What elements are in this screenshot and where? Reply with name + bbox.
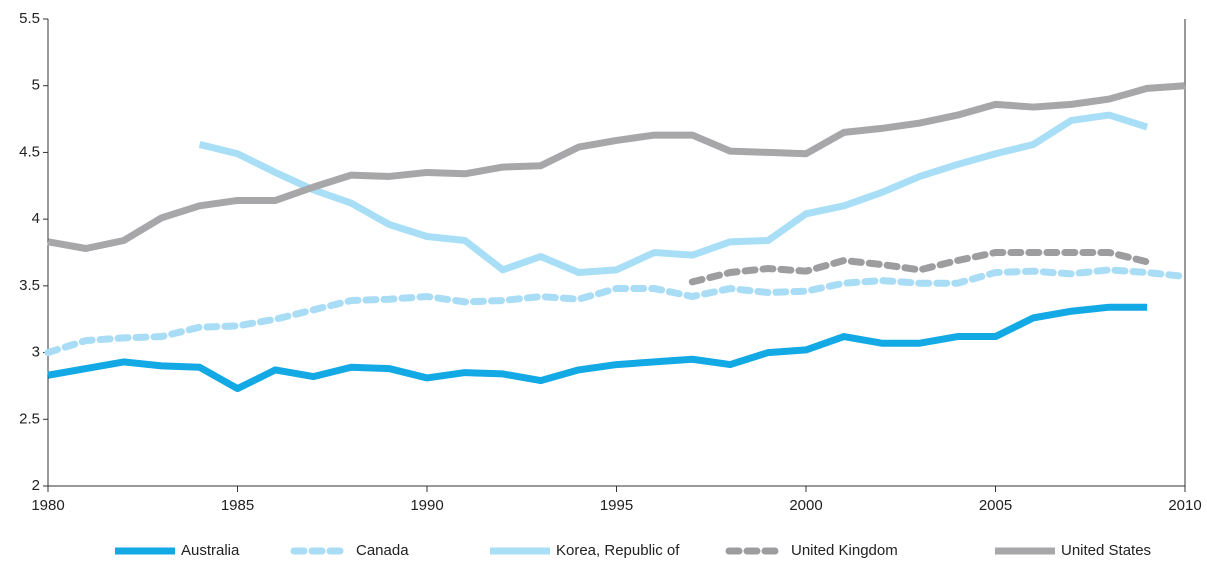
x-tick-label: 1980 (31, 497, 64, 514)
x-tick-label: 2010 (1168, 497, 1201, 514)
series-line (198, 111, 1149, 277)
x-tick-label: 1985 (221, 497, 254, 514)
legend-label: Korea, Republic of (556, 542, 680, 559)
series-line (44, 266, 1189, 357)
y-tick-label: 2.5 (19, 410, 40, 427)
series-line (47, 82, 1186, 252)
legend-label: Australia (181, 542, 240, 559)
x-tick-label: 2005 (979, 497, 1012, 514)
x-tick-label: 1990 (410, 497, 443, 514)
legend-label: Canada (356, 542, 409, 559)
y-tick-label: 4.5 (19, 143, 40, 160)
y-tick-label: 4 (32, 210, 40, 227)
y-tick-label: 2 (32, 477, 40, 494)
y-tick-label: 3.5 (19, 277, 40, 294)
x-tick-label: 2000 (789, 497, 822, 514)
y-tick-label: 5 (32, 77, 40, 94)
x-tick-label: 1995 (600, 497, 633, 514)
legend-label: United States (1061, 542, 1151, 559)
y-tick-label: 3 (32, 344, 40, 361)
legend-label: United Kingdom (791, 542, 898, 559)
series-line (47, 303, 1148, 393)
series-line (688, 249, 1151, 286)
y-tick-label: 5.5 (19, 10, 40, 27)
